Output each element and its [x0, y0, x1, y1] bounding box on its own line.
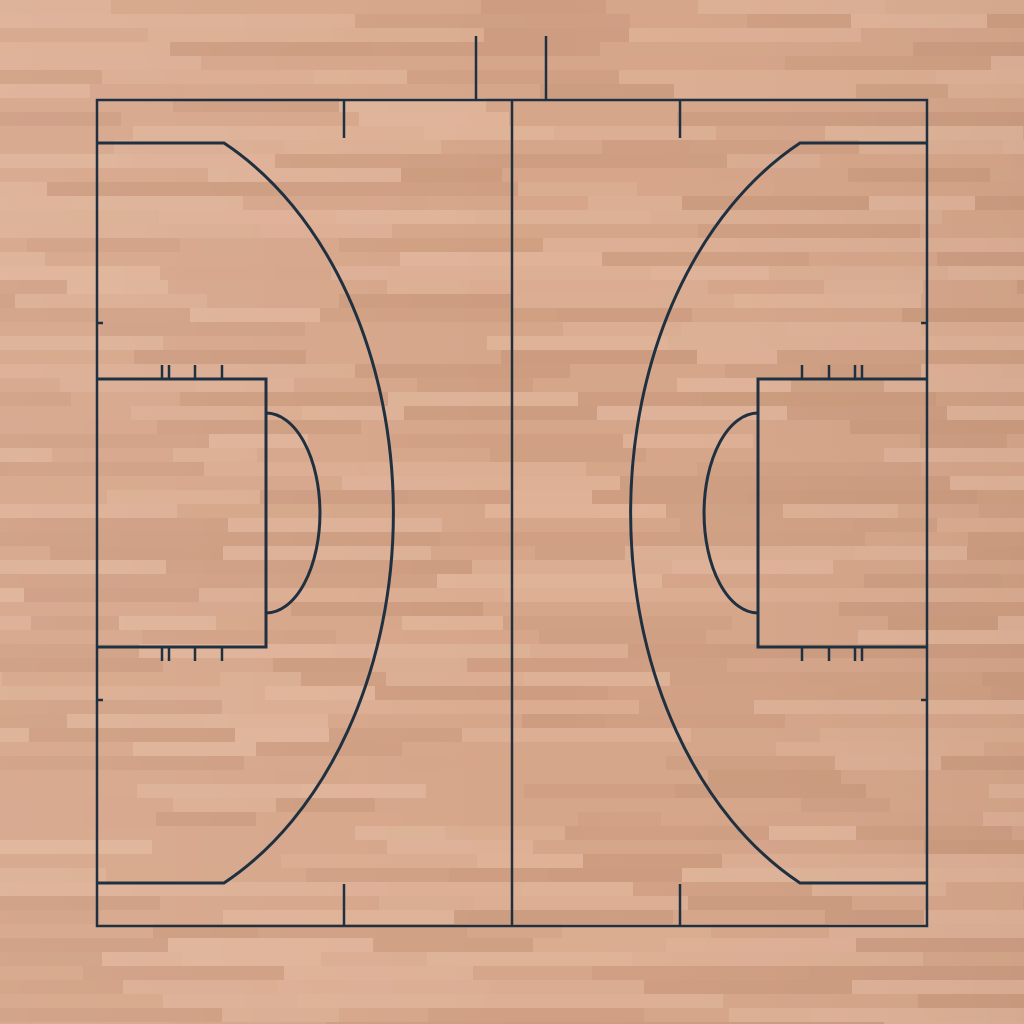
lane-hash-marks-left-bottom: [160, 647, 224, 661]
lane-hash-marks-right-top: [800, 365, 864, 379]
free-throw-semicircle-right: [702, 411, 759, 615]
lane-hash-marks-right-bottom: [800, 647, 864, 661]
key-right: [756, 377, 927, 649]
free-throw-semicircle-left: [265, 411, 322, 615]
lane-hash-marks-left-top: [160, 365, 224, 379]
court-lines: [95, 36, 929, 928]
key-left: [97, 377, 268, 649]
three-point-arc-left: [97, 141, 395, 885]
three-point-arc-right: [629, 141, 927, 885]
